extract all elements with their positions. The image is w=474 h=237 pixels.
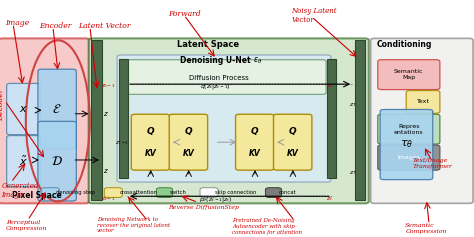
Text: Q: Q	[146, 127, 155, 136]
Text: Text/Image
Transformer: Text/Image Transformer	[412, 158, 452, 169]
FancyBboxPatch shape	[38, 69, 76, 149]
Text: $z_t$: $z_t$	[326, 195, 333, 203]
Text: KV: KV	[249, 149, 261, 158]
Text: concat: concat	[279, 190, 296, 195]
Text: Latent Space: Latent Space	[177, 40, 240, 49]
Text: Forward: Forward	[168, 10, 201, 18]
Text: $\mathcal{E}$: $\mathcal{E}$	[52, 103, 62, 115]
Text: skip connection: skip connection	[215, 190, 256, 195]
FancyBboxPatch shape	[380, 109, 433, 180]
Text: $z_T$: $z_T$	[349, 101, 357, 109]
FancyBboxPatch shape	[169, 114, 208, 170]
Text: Reverse DiffusionStep: Reverse DiffusionStep	[168, 205, 239, 210]
Bar	[91, 40, 102, 200]
Text: Images: Images	[397, 155, 420, 160]
FancyBboxPatch shape	[156, 188, 173, 197]
Text: Diffusion Process: Diffusion Process	[189, 75, 249, 81]
Text: $z$: $z$	[103, 167, 109, 175]
Text: Pixel Space: Pixel Space	[12, 191, 62, 200]
Text: $z_{T-1}$: $z_{T-1}$	[115, 139, 129, 147]
Text: Encoder: Encoder	[39, 22, 72, 30]
Text: $z_t$: $z_t$	[326, 82, 333, 91]
Text: Pretrained De-Noising
Autoencoder with skip
connections for attention: Pretrained De-Noising Autoencoder with s…	[232, 218, 302, 235]
Text: Generated
Image: Generated Image	[1, 182, 39, 199]
Text: Repres
entations: Repres entations	[394, 124, 424, 135]
FancyBboxPatch shape	[89, 38, 369, 203]
Text: switch: switch	[170, 190, 187, 195]
Text: Q: Q	[184, 127, 192, 136]
Text: $\epsilon_\theta$: $\epsilon_\theta$	[253, 55, 262, 66]
Text: $p_\theta(z_{t-1}|z_t)$: $p_\theta(z_{t-1}|z_t)$	[199, 195, 232, 204]
Bar	[119, 59, 128, 178]
Text: Semantic
Map: Semantic Map	[394, 69, 424, 80]
FancyBboxPatch shape	[378, 114, 440, 144]
Text: $\tau_\theta$: $\tau_\theta$	[400, 139, 413, 150]
Text: Conditioning: Conditioning	[377, 40, 432, 49]
Text: $x$: $x$	[19, 104, 28, 114]
Text: KV: KV	[287, 149, 299, 158]
Text: Image: Image	[5, 18, 29, 27]
FancyBboxPatch shape	[200, 188, 218, 197]
Text: Noisy Latent
Vector: Noisy Latent Vector	[292, 7, 337, 24]
Text: Perceptual
Compression: Perceptual Compression	[6, 220, 47, 231]
Bar	[355, 40, 365, 200]
Text: $z_{t-1}$: $z_{t-1}$	[100, 82, 116, 91]
Text: $z$: $z$	[103, 110, 109, 118]
Text: Decoder: Decoder	[0, 88, 5, 121]
FancyBboxPatch shape	[378, 145, 440, 170]
FancyBboxPatch shape	[371, 38, 473, 203]
Text: denoising step: denoising step	[56, 190, 95, 195]
Text: crossattention: crossattention	[119, 190, 157, 195]
FancyBboxPatch shape	[38, 121, 76, 201]
FancyBboxPatch shape	[131, 114, 170, 170]
FancyBboxPatch shape	[7, 136, 40, 187]
FancyBboxPatch shape	[41, 188, 59, 197]
FancyBboxPatch shape	[236, 114, 274, 170]
FancyBboxPatch shape	[378, 60, 440, 90]
FancyBboxPatch shape	[273, 114, 312, 170]
FancyBboxPatch shape	[406, 91, 440, 113]
Text: KV: KV	[145, 149, 156, 158]
Bar	[327, 59, 336, 178]
Text: Q: Q	[251, 127, 259, 136]
Text: $\tilde{x}$: $\tilde{x}$	[19, 155, 28, 168]
Text: $z_{t-1}$: $z_{t-1}$	[100, 195, 116, 203]
Text: Denoising Network to
recover the original latent
vector: Denoising Network to recover the origina…	[97, 217, 170, 233]
Text: Semantic
Compression: Semantic Compression	[405, 223, 447, 234]
FancyBboxPatch shape	[7, 83, 40, 135]
Text: Q: Q	[289, 127, 297, 136]
Text: $z_T$: $z_T$	[349, 169, 357, 177]
Text: Denoising U-Net: Denoising U-Net	[181, 56, 251, 65]
Text: Text: Text	[417, 99, 429, 105]
FancyBboxPatch shape	[0, 38, 89, 203]
Text: KV: KV	[182, 149, 194, 158]
Text: $\mathcal{D}$: $\mathcal{D}$	[51, 155, 63, 168]
FancyBboxPatch shape	[104, 188, 122, 197]
Text: $q(z_t|z_{t-1})$: $q(z_t|z_{t-1})$	[201, 82, 231, 91]
FancyBboxPatch shape	[265, 188, 282, 197]
FancyBboxPatch shape	[122, 60, 326, 94]
FancyBboxPatch shape	[117, 55, 331, 182]
Text: Latent Vector: Latent Vector	[78, 22, 131, 30]
